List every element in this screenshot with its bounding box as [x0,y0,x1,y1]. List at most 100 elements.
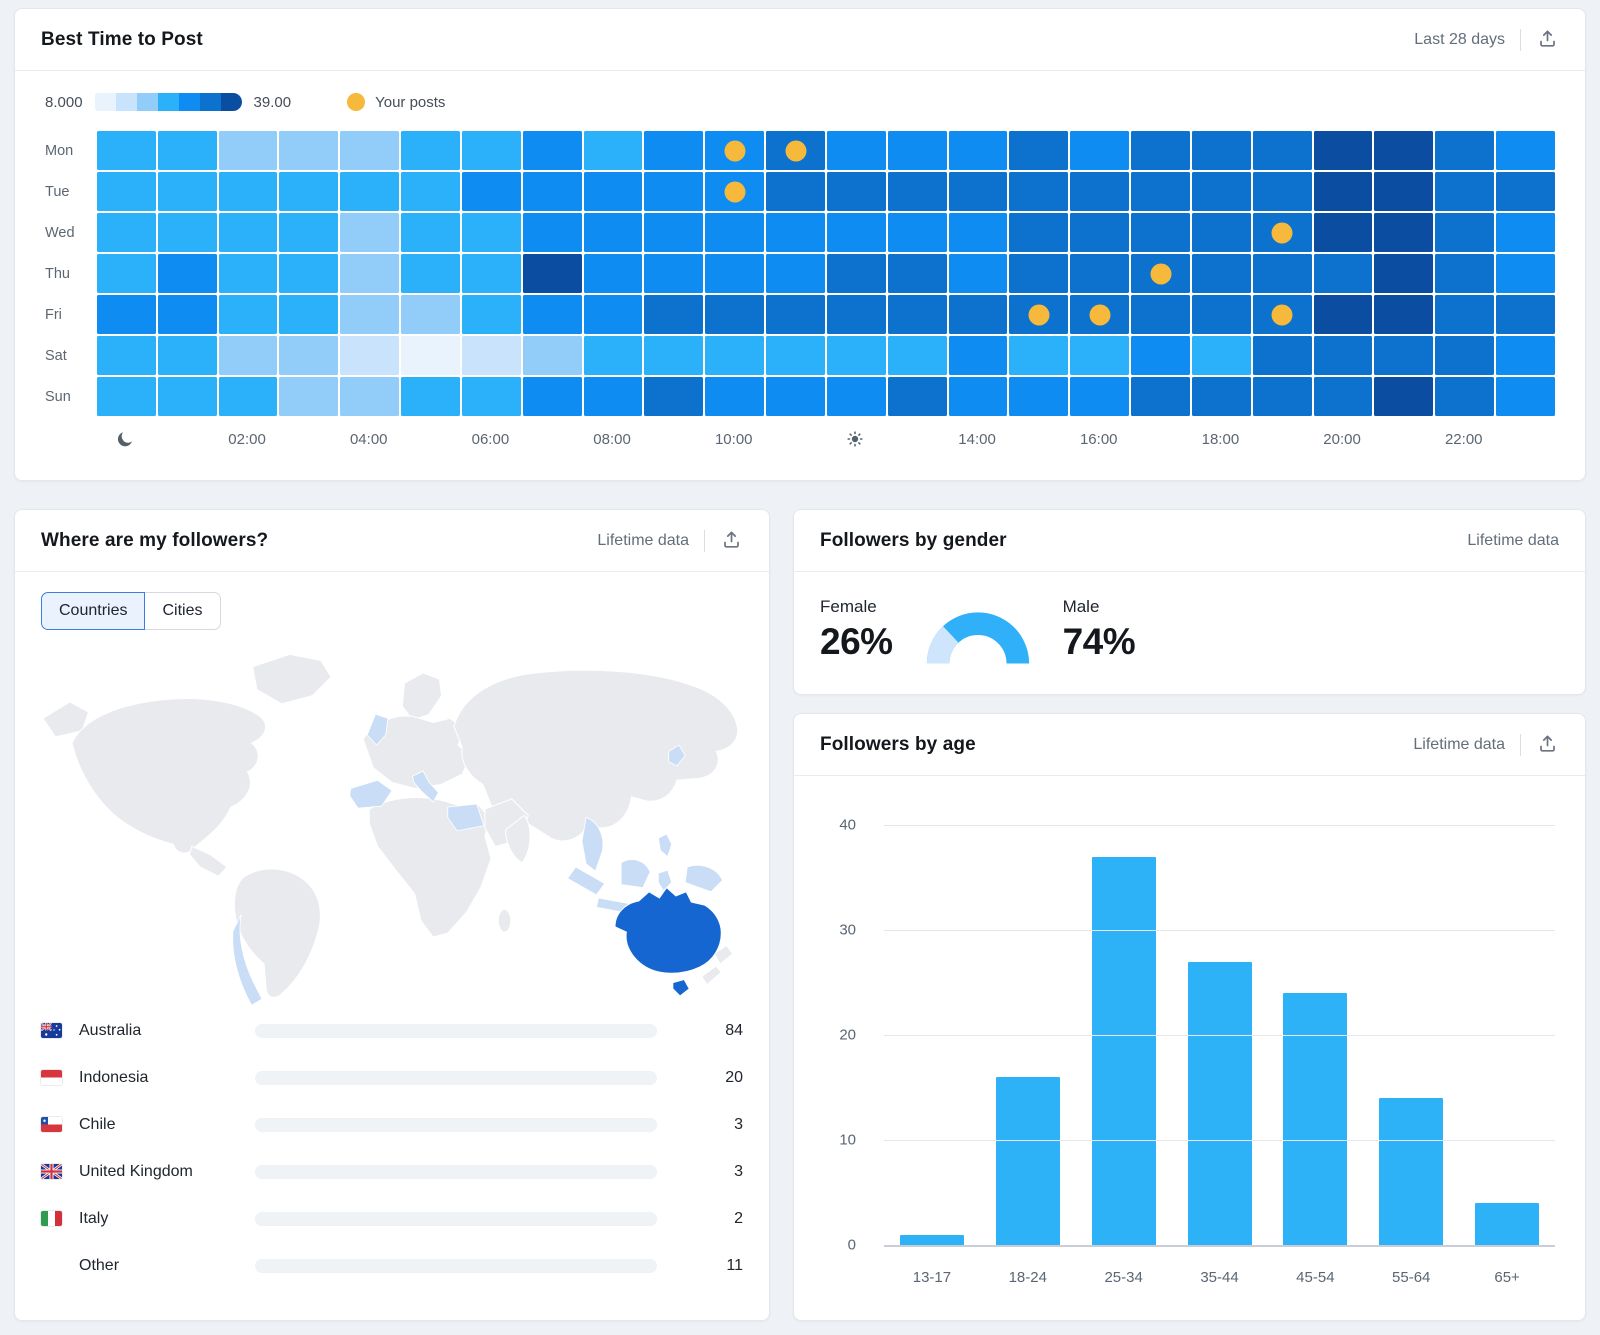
heatmap-cell[interactable] [948,295,1008,334]
heatmap-cell[interactable] [279,131,339,170]
age-bar[interactable] [1091,856,1156,1245]
heatmap-cell[interactable] [1496,336,1555,375]
heatmap-cell[interactable] [644,131,704,170]
heatmap-cell[interactable] [522,213,582,252]
heatmap-cell[interactable] [948,172,1008,211]
heatmap-cell[interactable] [218,213,278,252]
heatmap-cell[interactable] [279,213,339,252]
heatmap-cell[interactable] [522,172,582,211]
heatmap-cell[interactable] [1070,172,1130,211]
heatmap-cell[interactable] [1009,254,1069,293]
heatmap-cell[interactable] [1009,131,1069,170]
heatmap-cell[interactable] [1313,213,1373,252]
heatmap-cell[interactable] [401,213,460,252]
heatmap-cell[interactable] [1070,131,1130,170]
heatmap-cell[interactable] [1252,295,1312,334]
heatmap-cell[interactable] [705,295,765,334]
heatmap-cell[interactable] [97,172,156,211]
heatmap-cell[interactable] [461,131,521,170]
heatmap-cell[interactable] [1313,254,1373,293]
heatmap-cell[interactable] [157,295,217,334]
heatmap-cell[interactable] [461,172,521,211]
heatmap-cell[interactable] [1496,254,1555,293]
heatmap-cell[interactable] [1070,213,1130,252]
heatmap-cell[interactable] [1435,295,1495,334]
heatmap-cell[interactable] [1009,295,1069,334]
heatmap-cell[interactable] [461,213,521,252]
heatmap-cell[interactable] [157,336,217,375]
heatmap-cell[interactable] [218,336,278,375]
heatmap-cell[interactable] [766,131,825,170]
heatmap-cell[interactable] [97,336,156,375]
heatmap-cell[interactable] [1009,172,1069,211]
heatmap-cell[interactable] [766,377,825,416]
heatmap-cell[interactable] [279,254,339,293]
heatmap-cell[interactable] [279,336,339,375]
heatmap-cell[interactable] [461,377,521,416]
age-bar[interactable] [995,1077,1060,1245]
heatmap-cell[interactable] [1435,172,1495,211]
age-bar[interactable] [1283,993,1348,1245]
heatmap-cell[interactable] [1191,377,1251,416]
heatmap-cell[interactable] [826,254,886,293]
heatmap-cell[interactable] [157,254,217,293]
heatmap-cell[interactable] [948,213,1008,252]
heatmap-cell[interactable] [1313,172,1373,211]
heatmap-cell[interactable] [1313,131,1373,170]
heatmap-cell[interactable] [826,295,886,334]
heatmap-cell[interactable] [1191,131,1251,170]
heatmap-cell[interactable] [1435,254,1495,293]
heatmap-cell[interactable] [97,131,156,170]
heatmap-cell[interactable] [1191,295,1251,334]
tab-countries[interactable]: Countries [41,592,146,630]
heatmap-cell[interactable] [522,336,582,375]
heatmap-cell[interactable] [340,336,400,375]
heatmap-cell[interactable] [340,377,400,416]
heatmap-cell[interactable] [1374,131,1434,170]
heatmap-cell[interactable] [766,213,825,252]
heatmap-cell[interactable] [1374,295,1434,334]
heatmap-cell[interactable] [218,254,278,293]
heatmap-cell[interactable] [1070,377,1130,416]
heatmap-cell[interactable] [826,213,886,252]
heatmap-cell[interactable] [1070,336,1130,375]
heatmap-cell[interactable] [644,377,704,416]
heatmap-cell[interactable] [705,254,765,293]
heatmap-cell[interactable] [1252,172,1312,211]
heatmap-cell[interactable] [218,172,278,211]
heatmap-cell[interactable] [826,172,886,211]
heatmap-cell[interactable] [1191,336,1251,375]
heatmap-cell[interactable] [1374,254,1434,293]
heatmap-cell[interactable] [401,377,460,416]
heatmap-cell[interactable] [97,377,156,416]
heatmap-cell[interactable] [218,377,278,416]
heatmap-cell[interactable] [157,213,217,252]
heatmap-cell[interactable] [1252,336,1312,375]
heatmap-cell[interactable] [401,172,460,211]
heatmap-cell[interactable] [97,213,156,252]
heatmap-cell[interactable] [1131,377,1190,416]
heatmap-cell[interactable] [1496,377,1555,416]
heatmap-cell[interactable] [583,254,643,293]
heatmap-cell[interactable] [948,254,1008,293]
heatmap-cell[interactable] [887,213,947,252]
heatmap-cell[interactable] [644,254,704,293]
heatmap-cell[interactable] [1252,377,1312,416]
heatmap-cell[interactable] [705,336,765,375]
heatmap-cell[interactable] [1009,213,1069,252]
heatmap-cell[interactable] [766,336,825,375]
heatmap-cell[interactable] [644,213,704,252]
followers-location-export-button[interactable] [720,528,743,554]
heatmap-cell[interactable] [1435,377,1495,416]
heatmap-cell[interactable] [157,377,217,416]
heatmap-cell[interactable] [1191,172,1251,211]
heatmap-cell[interactable] [887,254,947,293]
heatmap-cell[interactable] [1070,295,1130,334]
heatmap-cell[interactable] [766,172,825,211]
heatmap-cell[interactable] [644,295,704,334]
heatmap-cell[interactable] [279,172,339,211]
heatmap-cell[interactable] [340,254,400,293]
heatmap-cell[interactable] [1374,213,1434,252]
heatmap-cell[interactable] [1131,295,1190,334]
heatmap-cell[interactable] [583,213,643,252]
